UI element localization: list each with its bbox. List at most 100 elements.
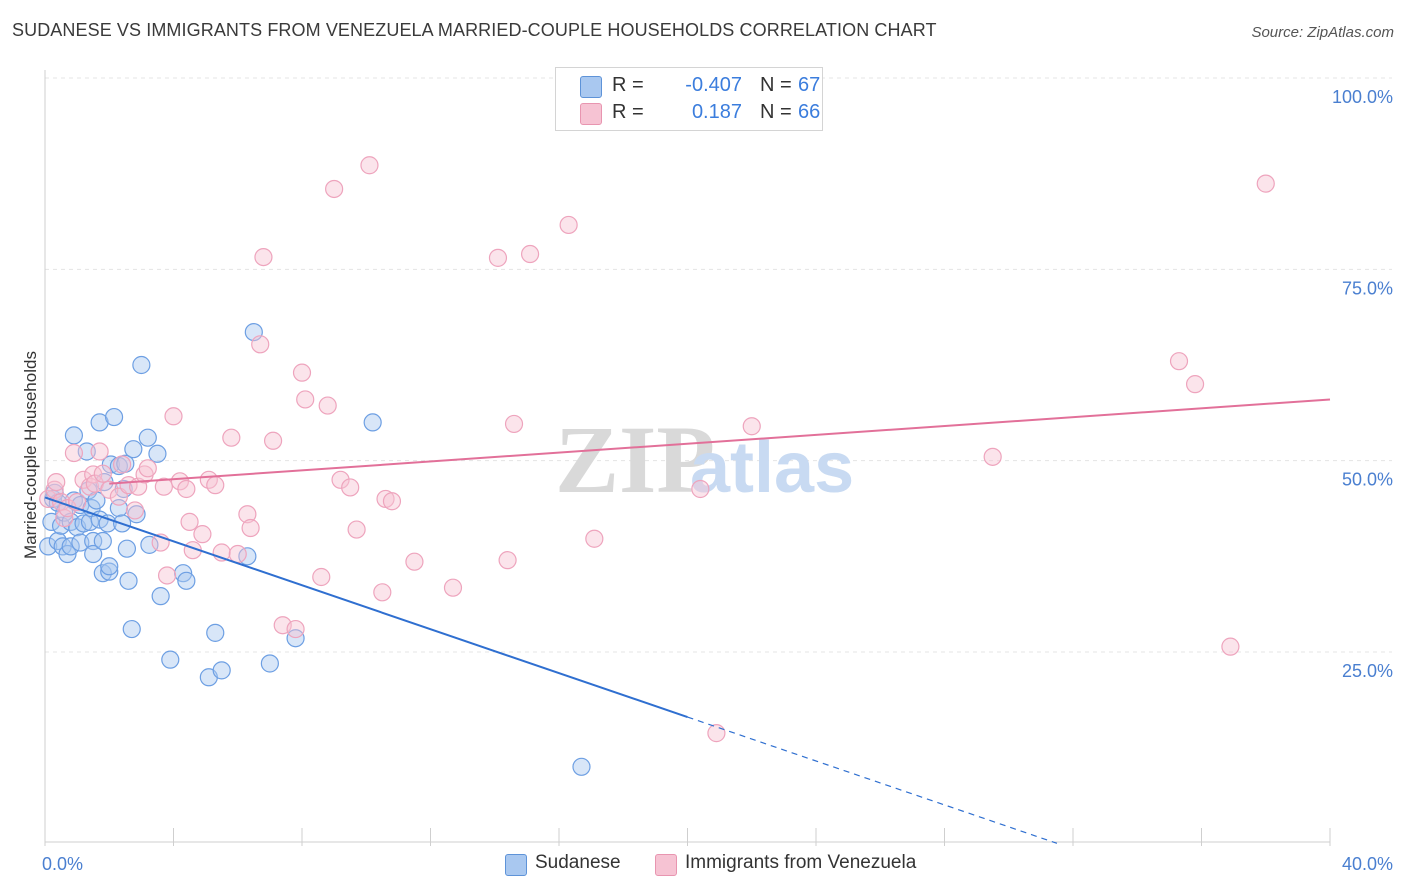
data-point	[206, 476, 225, 495]
data-point	[193, 525, 212, 544]
data-point	[125, 501, 145, 520]
y-tick-label: 25.0%	[1342, 661, 1393, 681]
data-point	[707, 724, 726, 743]
data-point	[238, 505, 257, 524]
data-point	[93, 564, 112, 583]
data-point	[206, 623, 225, 642]
source-label: Source: ZipAtlas.com	[1251, 24, 1394, 41]
legend-n-value: 66	[798, 101, 821, 123]
data-point	[39, 537, 58, 556]
tick-labels: 25.0% 50.0% 75.0% 100.0% 0.0% 40.0%	[42, 87, 1393, 874]
legend-swatch-sudanese	[580, 76, 602, 98]
legend-swatch-venezuela	[580, 103, 602, 125]
data-point	[286, 619, 305, 639]
data-point	[180, 512, 199, 531]
data-point	[254, 247, 273, 267]
series-sudanese-points	[39, 322, 591, 776]
data-point	[84, 465, 103, 484]
series-venezuela-points	[39, 156, 1275, 743]
data-point	[104, 407, 124, 427]
x-tick-label: 40.0%	[1342, 854, 1393, 874]
legend-r-label: R =	[612, 74, 644, 96]
data-point	[132, 355, 151, 375]
data-point	[55, 508, 74, 528]
legend-n-label: N =	[760, 74, 792, 96]
data-point	[488, 248, 508, 267]
series-swatch-venezuela	[655, 854, 677, 876]
data-point	[112, 455, 132, 474]
series-label-venezuela: Immigrants from Venezuela	[685, 852, 917, 873]
data-point	[1256, 174, 1275, 193]
data-point	[222, 428, 241, 447]
data-point	[296, 390, 315, 409]
axes	[44, 70, 1331, 846]
data-point	[263, 431, 283, 450]
data-point	[84, 544, 103, 564]
series-label-sudanese: Sudanese	[535, 852, 621, 873]
data-point	[151, 587, 170, 606]
data-point	[119, 571, 138, 590]
data-point	[117, 539, 137, 558]
data-point	[331, 470, 350, 489]
data-point	[228, 544, 247, 564]
data-point	[164, 407, 183, 426]
data-point	[122, 619, 141, 639]
data-point	[360, 156, 379, 175]
legend-n-value: 67	[798, 74, 821, 96]
data-point	[84, 531, 103, 551]
data-point	[148, 444, 167, 463]
data-point	[100, 557, 119, 576]
data-point	[405, 552, 424, 571]
series-swatch-sudanese	[505, 854, 527, 876]
legend-r-label: R =	[612, 101, 644, 123]
data-point	[983, 447, 1002, 466]
data-point	[572, 757, 591, 776]
data-point	[325, 179, 344, 199]
data-point	[318, 396, 337, 415]
data-point	[286, 629, 305, 648]
y-tick-label: 50.0%	[1342, 470, 1393, 490]
data-point	[1185, 375, 1205, 394]
data-point	[504, 414, 524, 434]
legend-r-value: 0.187	[691, 101, 742, 123]
y-tick-label: 100.0%	[1332, 87, 1393, 107]
data-point	[61, 537, 80, 556]
data-point	[312, 567, 331, 587]
data-point	[64, 443, 84, 463]
data-point	[140, 535, 159, 554]
watermark-zip: ZIP	[555, 406, 715, 513]
data-point	[241, 518, 260, 538]
y-tick-label: 75.0%	[1342, 278, 1393, 298]
data-point	[1169, 352, 1189, 371]
chart-title: SUDANESE VS IMMIGRANTS FROM VENEZUELA MA…	[12, 20, 937, 40]
data-point	[177, 479, 196, 499]
data-point	[292, 363, 312, 382]
data-point	[742, 417, 761, 436]
data-point	[138, 428, 157, 447]
data-point	[74, 470, 93, 489]
data-point	[47, 472, 66, 492]
data-point	[251, 335, 270, 354]
trend-lines	[44, 398, 1331, 844]
data-point	[177, 571, 196, 590]
data-point	[157, 566, 177, 585]
data-point	[559, 215, 578, 235]
data-point	[98, 514, 117, 533]
watermark-atlas: atlas	[690, 428, 854, 508]
data-point	[138, 459, 157, 478]
data-point	[373, 583, 392, 602]
data-point	[341, 478, 360, 497]
data-point	[1221, 637, 1240, 656]
data-point	[93, 531, 112, 551]
sudanese-trend-line	[44, 496, 688, 718]
legend-n-label: N =	[760, 101, 792, 123]
correlation-legend: R = -0.407 N = 67 R = 0.187 N = 66	[555, 67, 823, 131]
data-point	[154, 477, 173, 496]
data-point	[443, 578, 463, 597]
data-point	[260, 654, 279, 673]
data-point	[363, 413, 382, 432]
data-point	[212, 661, 231, 680]
data-point	[520, 244, 540, 264]
data-point	[347, 520, 366, 539]
